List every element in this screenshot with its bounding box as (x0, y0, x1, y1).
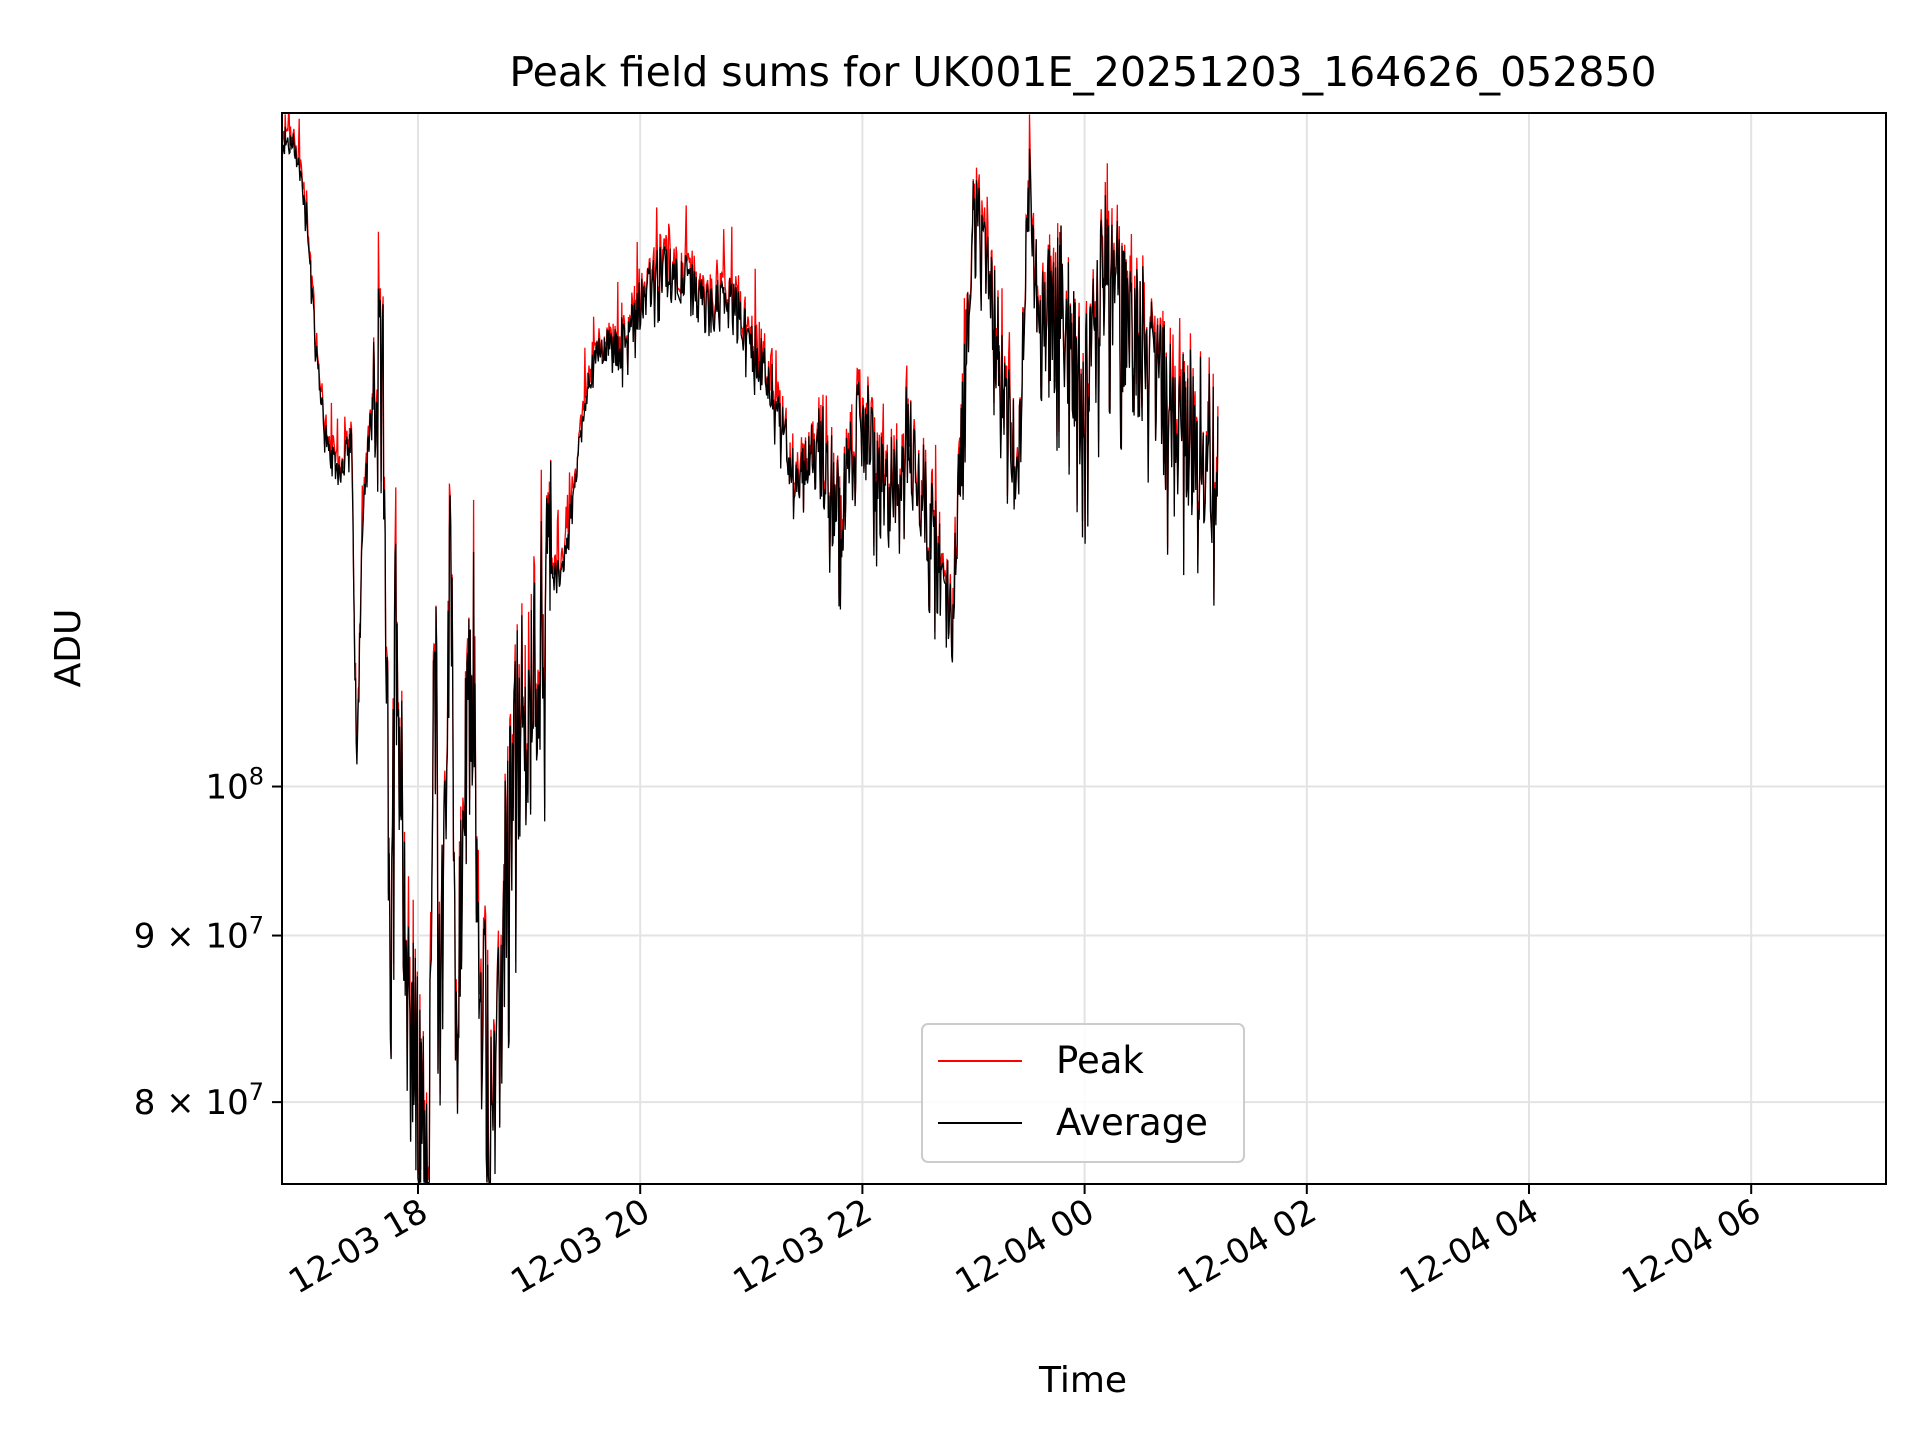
legend-peak-label: Peak (1056, 1039, 1144, 1082)
chart-title: Peak field sums for UK001E_20251203_1646… (509, 48, 1656, 96)
legend: Peak Average (921, 1023, 1245, 1163)
x-axis: 12-03 18 12-03 20 12-03 22 12-04 00 12-04 02… (282, 1184, 1768, 1302)
x-axis-label: Time (1038, 1360, 1127, 1401)
y-axis: 108 9 × 107 8 × 107 (134, 763, 282, 1123)
series-average-line (282, 126, 1219, 1184)
legend-box (921, 1023, 1245, 1163)
y-axis-label: ADU (48, 609, 89, 688)
x-tick-label: 12-04 02 (1171, 1191, 1323, 1302)
y-tick-label: 9 × 107 (134, 912, 264, 957)
x-tick-label: 12-03 18 (282, 1191, 434, 1302)
x-tick-label: 12-04 00 (949, 1191, 1101, 1302)
y-tick-label: 108 (205, 763, 264, 808)
y-tick-label: 8 × 107 (134, 1078, 264, 1123)
grid (282, 113, 1886, 1184)
x-tick-label: 12-03 22 (727, 1191, 879, 1302)
x-tick-label: 12-03 20 (504, 1191, 656, 1302)
x-tick-label: 12-04 04 (1393, 1191, 1545, 1302)
x-tick-label: 12-04 06 (1615, 1191, 1767, 1302)
legend-average-label: Average (1056, 1101, 1208, 1144)
plot-area (282, 113, 1219, 1184)
